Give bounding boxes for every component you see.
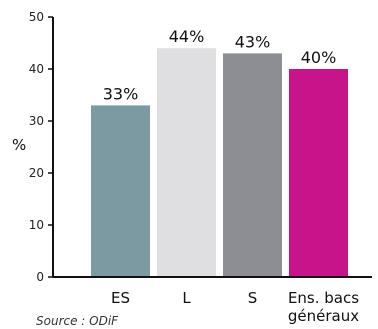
source-note: Source : ODiF: [36, 314, 119, 328]
y-tick-label: 10: [29, 218, 44, 232]
data-labels: 33% 44% 43% 40%: [103, 27, 337, 103]
y-tick-label: 30: [29, 114, 44, 128]
y-tick-label: 50: [29, 10, 44, 24]
category-label: L: [182, 289, 191, 307]
y-axis-label: %: [12, 136, 26, 154]
y-tick-label: 0: [36, 270, 44, 284]
category-label: ES: [111, 289, 130, 307]
data-label: 33%: [103, 84, 139, 103]
y-tick-label: 20: [29, 166, 44, 180]
bar: [91, 105, 150, 278]
bar: [223, 53, 282, 278]
bar: [289, 69, 348, 277]
y-axis-ticks: 0 10 20 30 40 50: [29, 10, 53, 284]
data-label: 43%: [235, 32, 271, 51]
data-label: 44%: [169, 27, 205, 46]
bars: [91, 48, 348, 278]
category-label: généraux: [288, 307, 359, 325]
y-tick-label: 40: [29, 62, 44, 76]
data-label: 40%: [301, 48, 337, 67]
category-label: S: [248, 289, 258, 307]
category-label: Ens. bacs: [288, 289, 359, 307]
bar: [157, 48, 216, 278]
